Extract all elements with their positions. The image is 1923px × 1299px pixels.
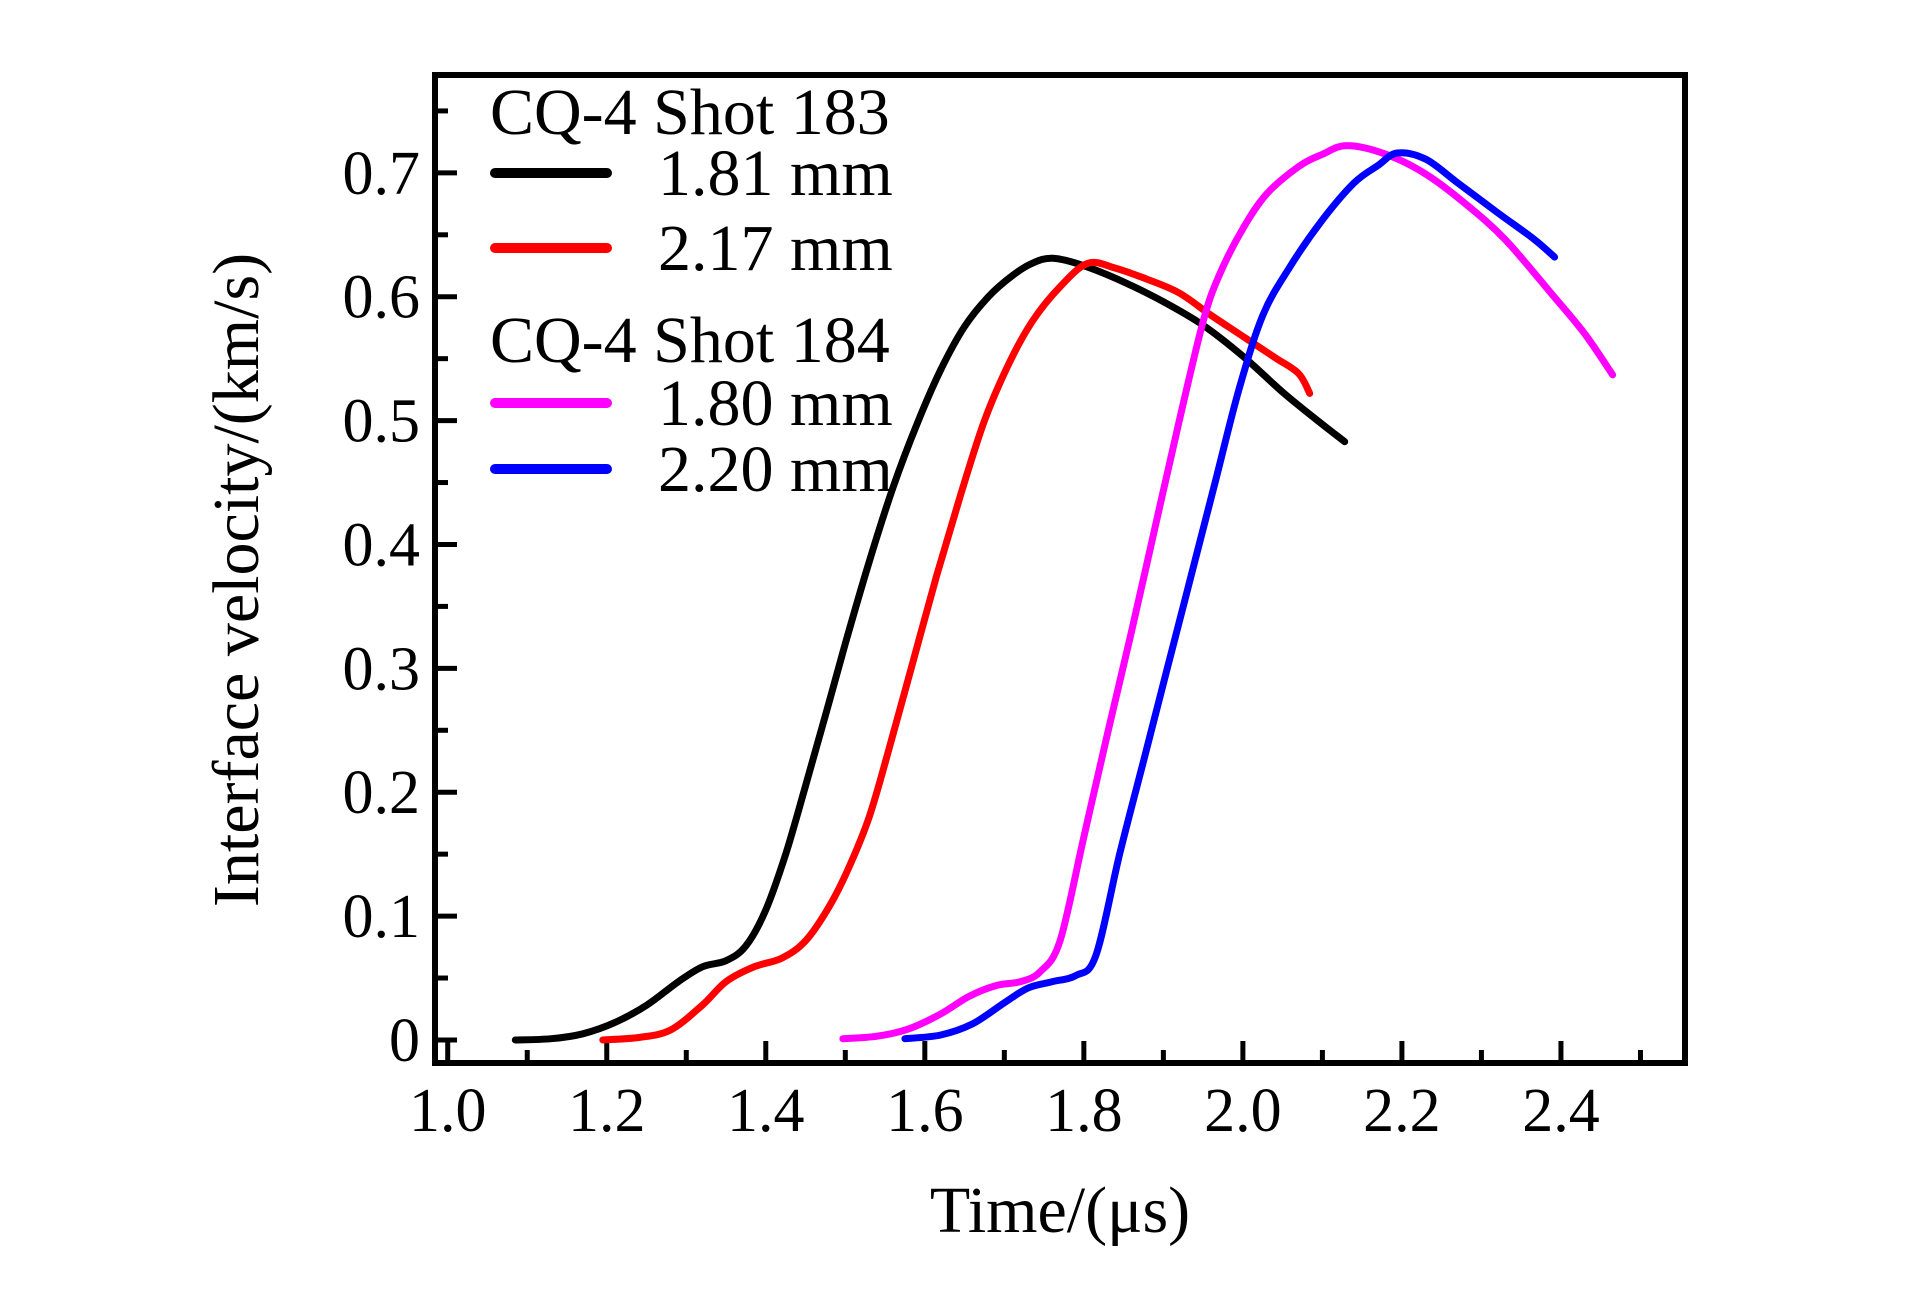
curve-shot-183-2.17mm (599, 258, 1314, 1044)
x-tick-label: 1.4 (727, 1077, 805, 1145)
y-tick-label: 0.2 (343, 759, 421, 827)
y-tick-label: 0.3 (343, 635, 421, 703)
legend-item-label: 2.17 mm (658, 212, 893, 285)
x-tick-label: 2.2 (1363, 1077, 1441, 1145)
legend-group-header: CQ-4 Shot 184 (490, 304, 890, 377)
x-axis-label: Time/(μs) (930, 1174, 1190, 1247)
y-tick-label: 0.7 (343, 140, 421, 208)
x-tick-label: 1.8 (1045, 1077, 1123, 1145)
x-tick-label: 2.4 (1522, 1077, 1600, 1145)
legend-item-label: 1.80 mm (658, 367, 893, 440)
y-tick-label: 0.6 (343, 264, 421, 332)
legend-item-label: 2.20 mm (658, 433, 893, 506)
curve-shot-184-1.80mm (839, 142, 1617, 1043)
x-tick-label: 2.0 (1204, 1077, 1282, 1145)
curve-shot-183-1.81mm (511, 254, 1349, 1044)
legend-item-label: 1.81 mm (658, 137, 893, 210)
y-tick-label: 0.4 (343, 511, 421, 579)
x-tick-label: 1.2 (568, 1077, 646, 1145)
y-axis-label: Interface velocity/(km/s) (200, 253, 273, 907)
curve-shot-184-2.20mm (901, 149, 1559, 1043)
plot-border (432, 72, 1688, 1066)
y-tick-label: 0.5 (343, 388, 421, 456)
y-tick-label: 0 (389, 1007, 420, 1075)
legend-group-header: CQ-4 Shot 183 (490, 76, 890, 149)
y-tick-label: 0.1 (343, 883, 421, 951)
x-tick-label: 1.0 (409, 1077, 487, 1145)
x-tick-label: 1.6 (886, 1077, 964, 1145)
